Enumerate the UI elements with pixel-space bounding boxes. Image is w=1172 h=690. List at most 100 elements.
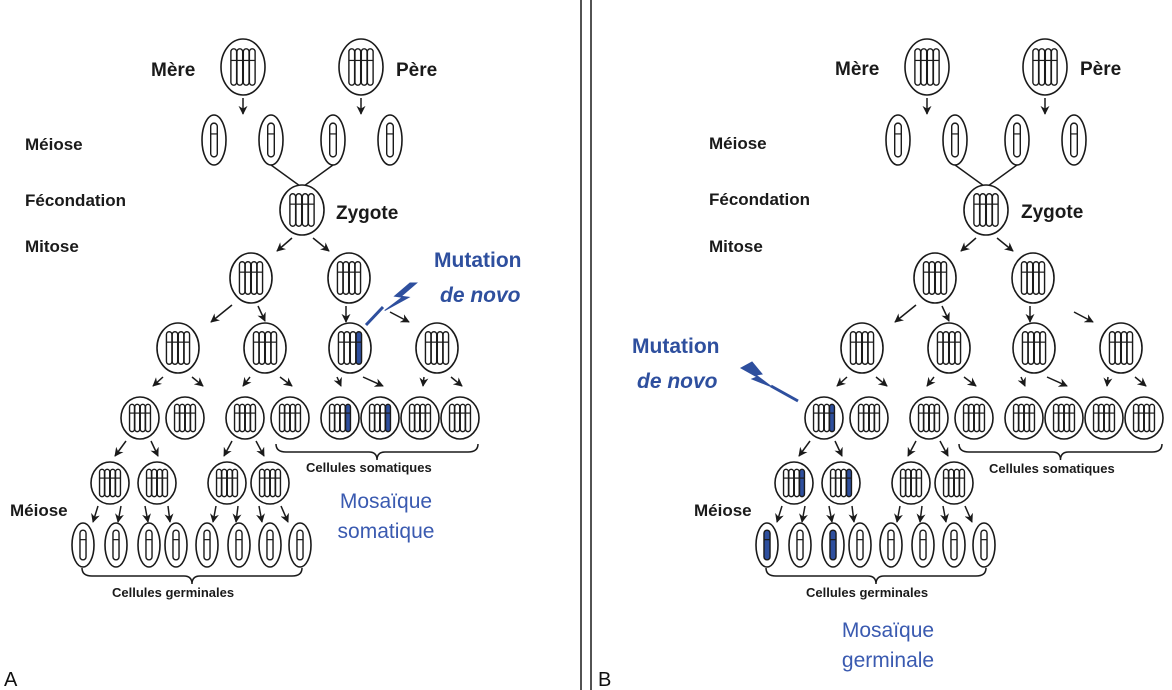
germ-cell-3 [137,522,161,568]
arrow-icon [941,305,950,322]
arrow-icon [210,304,233,323]
cell-gen5-2 [821,461,861,505]
panel-b-germinale-label: germinale [842,649,934,672]
cell-gen2-right [1011,252,1055,304]
arrow-icon [996,237,1014,252]
arrow-icon [940,505,949,523]
arrow-icon [210,505,219,523]
cell-gen3-4 [1099,322,1143,374]
germ-cell-1 [755,522,779,568]
gamete-cell-4 [377,114,403,166]
panel-b [739,38,1164,585]
germ-cell-4 [164,522,188,568]
panel-a-de-novo-label: de novo [440,284,521,307]
cell-gen4-4 [270,396,310,440]
panel-a-pere-label: Père [396,60,437,81]
somatic-brace [958,443,1163,461]
cell-gen5-3 [891,461,931,505]
lightning-bolt-icon [384,282,418,311]
germ-cell-2 [104,522,128,568]
cell-gen5-1 [90,461,130,505]
panel-a-meiose-top-label: Méiose [25,135,83,154]
cell-gen4-8 [440,396,480,440]
fertilisation-line-2 [987,164,1018,187]
panel-b-letter: B [598,669,611,690]
cell-gen4-8 [1124,396,1164,440]
cell-gen3-3 [1012,322,1056,374]
panel-b-mosaique-label: Mosaïque [842,619,934,642]
zygote-cell [963,184,1009,236]
germ-cell-3 [821,522,845,568]
cell-gen4-2 [849,396,889,440]
arrow-icon [1017,376,1026,387]
arrow-icon [775,505,784,523]
arrow-icon [91,505,100,523]
arrow-icon [114,440,127,457]
arrow-icon [223,440,233,457]
panel-b-meiose-bottom-label: Méiose [694,501,752,520]
gamete-cell-1 [201,114,227,166]
mother-cell [904,38,950,96]
arrow-icon [963,376,977,387]
arrow-icon [960,237,977,252]
panel-a-mitose-label: Mitose [25,237,79,256]
gamete-cell-3 [1004,114,1030,166]
cell-gen3-1 [840,322,884,374]
cell-gen4-7 [400,396,440,440]
germ-cell-5 [879,522,903,568]
cell-gen2-left [913,252,957,304]
cell-gen4-6 [1044,396,1084,440]
germ-cell-5 [195,522,219,568]
germ-cell-6 [911,522,935,568]
arrow-icon [836,376,848,387]
cell-gen3-2 [243,322,287,374]
arrow-icon [926,376,936,387]
panel-b-cellules-somatiques-label: Cellules somatiques [989,461,1115,476]
somatic-brace [275,443,479,461]
arrow-icon [1073,311,1094,323]
panel-b-meiose-top-label: Méiose [709,134,767,153]
gamete-cell-4 [1061,114,1087,166]
cell-gen3-2 [927,322,971,374]
cell-gen4-1 [120,396,160,440]
arrow-icon [834,440,843,457]
germ-cell-2 [788,522,812,568]
fertilisation-line-1 [954,164,985,187]
cell-gen2-left [229,252,273,304]
cell-gen4-5 [1004,396,1044,440]
cell-gen4-6 [360,396,400,440]
cell-gen5-2 [137,461,177,505]
germline-brace [81,567,303,585]
germ-cell-7 [942,522,966,568]
arrow-icon [279,376,293,387]
cell-gen5-1 [774,461,814,505]
panel-a-cellules-germinales-label: Cellules germinales [112,585,234,600]
arrow-icon [894,304,917,323]
gamete-cell-3 [320,114,346,166]
arrow-icon [1103,376,1113,387]
arrow-icon [798,440,811,457]
panel-b-mere-label: Mère [835,59,879,80]
cell-gen5-4 [250,461,290,505]
gamete-cell-1 [885,114,911,166]
germline-brace [765,567,987,585]
arrow-icon [333,376,342,387]
germ-cell-8 [288,522,312,568]
arrow-icon [255,440,265,457]
cell-gen5-4 [934,461,974,505]
cell-gen4-1 [804,396,844,440]
panel-b-fecondation-label: Fécondation [709,190,810,209]
germ-cell-4 [848,522,872,568]
panel-a [71,38,480,585]
cell-gen2-right [327,252,371,304]
panel-a-mosaique-label: Mosaïque [340,490,432,513]
lightning-bolt-tail [364,305,385,327]
arrow-icon [362,376,384,387]
panel-a-meiose-bottom-label: Méiose [10,501,68,520]
germ-cell-1 [71,522,95,568]
arrow-icon [419,376,429,387]
panel-a-mutation-label: Mutation [434,249,521,272]
arrow-icon [280,505,289,523]
panel-a-cellules-somatiques-label: Cellules somatiques [306,460,432,475]
